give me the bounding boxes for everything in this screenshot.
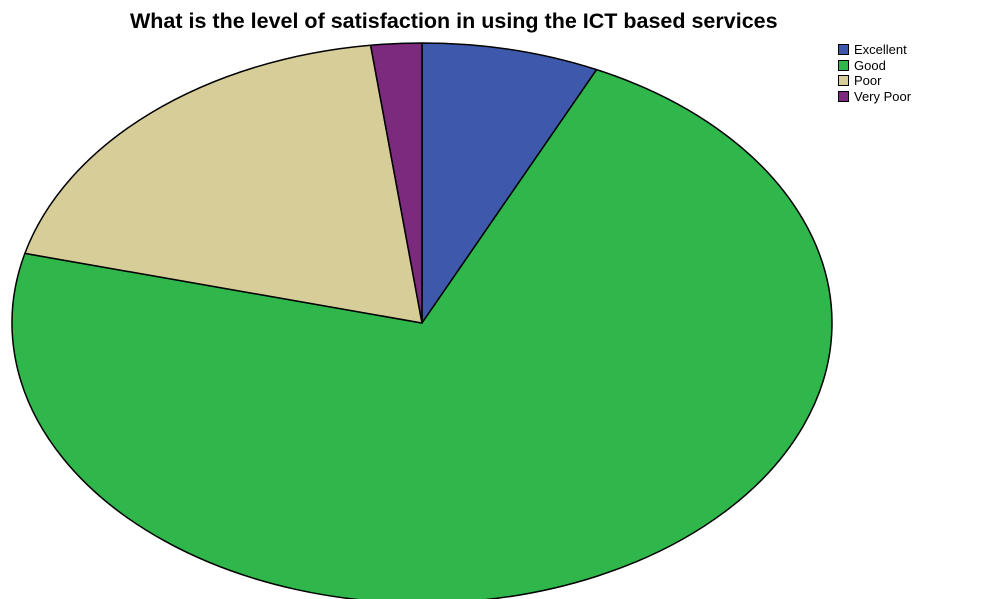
- legend-item-excellent: Excellent: [838, 42, 911, 58]
- legend-item-poor: Poor: [838, 73, 911, 89]
- legend-swatch-excellent: [838, 44, 849, 56]
- pie-slice-good: [11, 68, 833, 599]
- pie-slices: [11, 42, 833, 599]
- chart-title: What is the level of satisfaction in usi…: [130, 9, 778, 33]
- legend-item-good: Good: [838, 58, 911, 74]
- legend: Excellent Good Poor Very Poor: [838, 42, 911, 104]
- legend-item-very-poor: Very Poor: [838, 89, 911, 105]
- legend-label-poor: Poor: [854, 73, 882, 89]
- legend-swatch-very-poor: [838, 90, 849, 102]
- pie-slice-poor: [24, 44, 423, 324]
- pie-slice-excellent: [421, 42, 598, 324]
- legend-label-excellent: Excellent: [854, 42, 907, 58]
- pie-slice-very-poor: [369, 42, 423, 324]
- legend-swatch-good: [838, 59, 849, 71]
- legend-label-good: Good: [854, 57, 886, 73]
- legend-label-very-poor: Very Poor: [854, 88, 912, 104]
- legend-swatch-poor: [838, 75, 849, 87]
